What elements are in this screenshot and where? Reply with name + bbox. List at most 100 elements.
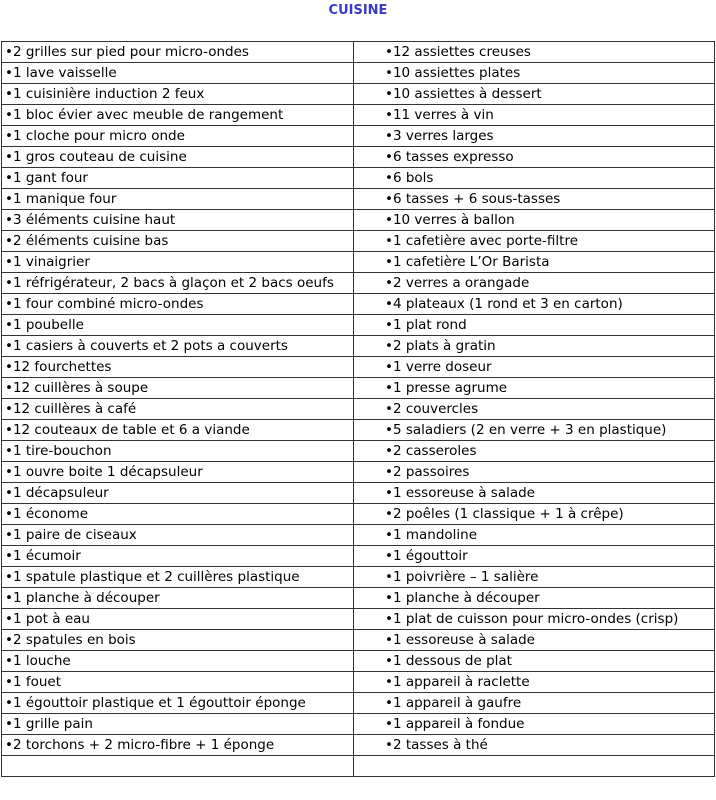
left-item-cell: •1 grille pain [1,713,354,735]
right-item-cell: •1 planche à découper [353,587,715,609]
left-item-cell: •1 cloche pour micro onde [1,125,354,147]
table-row: •12 cuillères à café •2 couvercles [1,398,715,420]
right-item-cell: •2 plats à gratin [353,335,715,357]
right-item-cell: •10 verres à ballon [353,209,715,231]
left-item-cell: •1 vinaigrier [1,251,354,273]
right-item-cell: •1 mandoline [353,524,715,546]
table-row: •1 cuisinière induction 2 feux •10 assiet… [1,83,715,105]
left-item-cell: •1 four combiné micro-ondes [1,293,354,315]
right-item-cell: •1 cafetière L’Or Barista [353,251,715,273]
right-item-cell: •1 plat rond [353,314,715,336]
right-item-cell: •1 appareil à fondue [353,713,715,735]
table-row: •1 paire de ciseaux •1 mandoline [1,524,715,546]
right-item-cell: •1 dessous de plat [353,650,715,672]
right-item-cell: •4 plateaux (1 rond et 3 en carton) [353,293,715,315]
table-row: •1 ouvre boite 1 décapsuleur •2 passoires [1,461,715,483]
table-row: •1 tire-bouchon •2 casseroles [1,440,715,462]
left-item-cell: •1 spatule plastique et 2 cuillères plas… [1,566,354,588]
left-item-cell: •12 couteaux de table et 6 a viande [1,419,354,441]
table-row: •2 grilles sur pied pour micro-ondes •12 … [1,41,715,63]
left-item-cell: •1 réfrigérateur, 2 bacs à glaçon et 2 b… [1,272,354,294]
left-item-cell: •1 manique four [1,188,354,210]
table-row: •2 torchons + 2 micro-fibre + 1 éponge •2… [1,734,715,756]
left-item-cell: •1 poubelle [1,314,354,336]
right-item-cell: •6 tasses + 6 sous-tasses [353,188,715,210]
left-item-cell: •1 tire-bouchon [1,440,354,462]
table-row: •1 poubelle •1 plat rond [1,314,715,336]
table-row [1,755,715,777]
page-title: CUISINE [328,3,388,18]
table-row: •1 gant four •6 bols [1,167,715,189]
table-row: •1 casiers à couverts et 2 pots a couver… [1,335,715,357]
left-item-cell: •1 écumoir [1,545,354,567]
left-item-cell: •1 bloc évier avec meuble de rangement [1,104,354,126]
table-row: •2 spatules en bois •1 essoreuse à salade [1,629,715,651]
right-item-cell: •2 poêles (1 classique + 1 à crêpe) [353,503,715,525]
right-item-cell: •1 presse agrume [353,377,715,399]
right-item-cell: •1 plat de cuisson pour micro-ondes (cri… [353,608,715,630]
left-item-cell: •1 décapsuleur [1,482,354,504]
left-item-cell: •2 spatules en bois [1,629,354,651]
right-item-cell: •1 égouttoir [353,545,715,567]
table-row: •1 grille pain •1 appareil à fondue [1,713,715,735]
right-item-cell: •1 verre doseur [353,356,715,378]
right-item-cell: •11 verres à vin [353,104,715,126]
right-item-cell: •1 essoreuse à salade [353,629,715,651]
table-row: •12 couteaux de table et 6 a viande •5 sa… [1,419,715,441]
left-item-cell: •1 gant four [1,167,354,189]
right-item-cell: •2 passoires [353,461,715,483]
table-row: •1 manique four •6 tasses + 6 sous-tasses [1,188,715,210]
table-row: •12 cuillères à soupe •1 presse agrume [1,377,715,399]
right-item-cell: •10 assiettes plates [353,62,715,84]
right-item-cell [353,755,715,777]
inventory-table: •2 grilles sur pied pour micro-ondes •12 … [1,41,715,777]
table-row: •1 pot à eau •1 plat de cuisson pour micr… [1,608,715,630]
right-item-cell: •6 tasses expresso [353,146,715,168]
left-item-cell: •1 cuisinière induction 2 feux [1,83,354,105]
right-item-cell: •1 poivrière – 1 salière [353,566,715,588]
left-item-cell: •1 économe [1,503,354,525]
left-item-cell: •12 cuillères à soupe [1,377,354,399]
table-row: •1 bloc évier avec meuble de rangement •1… [1,104,715,126]
table-row: •1 égouttoir plastique et 1 égouttoir ép… [1,692,715,714]
left-item-cell: •1 louche [1,650,354,672]
right-item-cell: •2 tasses à thé [353,734,715,756]
right-item-cell: •2 couvercles [353,398,715,420]
right-item-cell: •5 saladiers (2 en verre + 3 en plastiqu… [353,419,715,441]
left-item-cell: •1 fouet [1,671,354,693]
table-row: •1 spatule plastique et 2 cuillères plas… [1,566,715,588]
left-item-cell: •12 cuillères à café [1,398,354,420]
right-item-cell: •10 assiettes à dessert [353,83,715,105]
left-item-cell: •2 éléments cuisine bas [1,230,354,252]
table-row: •1 fouet •1 appareil à raclette [1,671,715,693]
table-row: •1 économe •2 poêles (1 classique + 1 à c… [1,503,715,525]
left-item-cell: •2 torchons + 2 micro-fibre + 1 éponge [1,734,354,756]
right-item-cell: •1 essoreuse à salade [353,482,715,504]
table-row: •1 vinaigrier •1 cafetière L’Or Barista [1,251,715,273]
table-row: •12 fourchettes •1 verre doseur [1,356,715,378]
table-row: •1 cloche pour micro onde •3 verres large… [1,125,715,147]
table-row: •2 éléments cuisine bas •1 cafetière avec… [1,230,715,252]
table-row: •1 lave vaisselle •10 assiettes plates [1,62,715,84]
right-item-cell: •2 casseroles [353,440,715,462]
right-item-cell: •1 appareil à raclette [353,671,715,693]
right-item-cell: •1 appareil à gaufre [353,692,715,714]
left-item-cell: •1 égouttoir plastique et 1 égouttoir ép… [1,692,354,714]
left-item-cell: •1 paire de ciseaux [1,524,354,546]
left-item-cell: •1 ouvre boite 1 décapsuleur [1,461,354,483]
right-item-cell: •12 assiettes creuses [353,41,715,63]
table-row: •1 réfrigérateur, 2 bacs à glaçon et 2 b… [1,272,715,294]
left-item-cell: •12 fourchettes [1,356,354,378]
left-item-cell: •1 pot à eau [1,608,354,630]
left-item-cell: •1 planche à découper [1,587,354,609]
right-item-cell: •1 cafetière avec porte-filtre [353,230,715,252]
right-item-cell: •6 bols [353,167,715,189]
table-row: •1 planche à découper •1 planche à découp… [1,587,715,609]
right-item-cell: •3 verres larges [353,125,715,147]
left-item-cell: •2 grilles sur pied pour micro-ondes [1,41,354,63]
left-item-cell [1,755,354,777]
table-row: •1 décapsuleur •1 essoreuse à salade [1,482,715,504]
left-item-cell: •3 éléments cuisine haut [1,209,354,231]
table-row: •1 gros couteau de cuisine •6 tasses expr… [1,146,715,168]
table-row: •1 louche •1 dessous de plat [1,650,715,672]
